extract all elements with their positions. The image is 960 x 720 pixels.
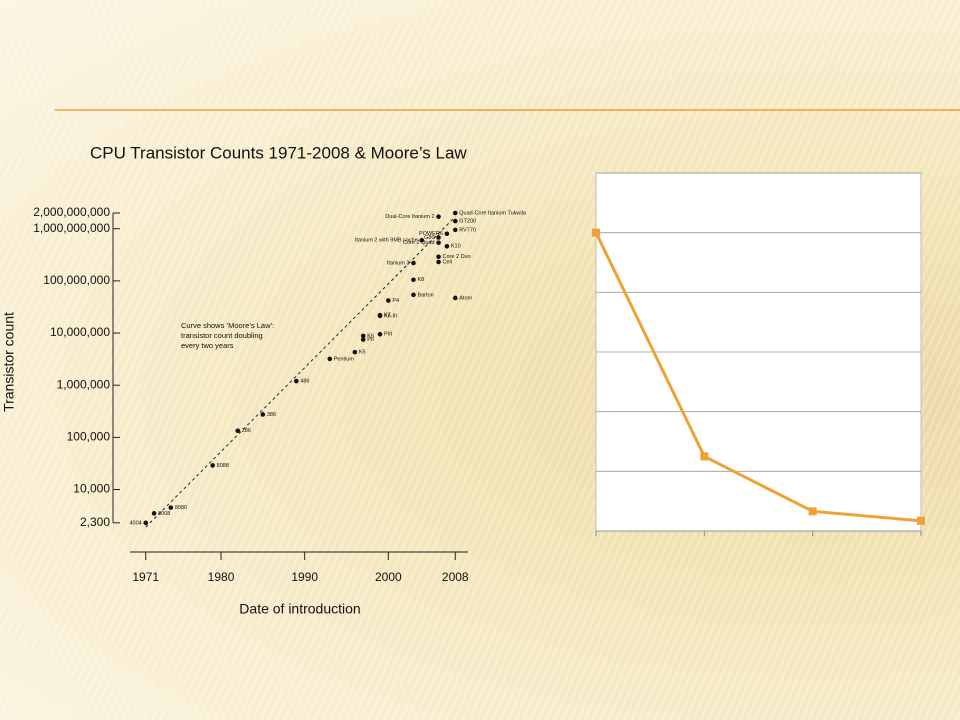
point-label: 8088: [217, 463, 229, 469]
point-label: Core 2 Duo: [443, 254, 471, 260]
point-label: Quad-Core Itanium Tukwila: [459, 210, 527, 216]
annotation: every two years: [181, 341, 234, 350]
line-marker: [592, 228, 600, 237]
y-axis-label: Transistor count: [1, 312, 17, 412]
data-point: [411, 277, 416, 283]
data-point: [411, 292, 416, 298]
data-point: [436, 235, 441, 240]
data-point: [444, 231, 450, 237]
x-tick-label: 2000: [375, 570, 402, 584]
line-marker: [808, 507, 817, 516]
data-point: [452, 218, 458, 224]
data-point: [436, 240, 441, 245]
line-marker: [700, 452, 709, 461]
point-label: 386: [267, 412, 276, 418]
y-tick-label: 2,000,000,000: [33, 205, 110, 219]
data-point: [151, 511, 157, 516]
point-label: 4004: [129, 520, 141, 526]
data-point: [444, 243, 450, 249]
point-label: POWER6: [419, 231, 443, 237]
point-label: Barton: [417, 292, 433, 298]
data-point: [377, 312, 383, 318]
data-point: [377, 331, 383, 337]
data-point: [411, 260, 416, 266]
y-tick-label: 100,000: [67, 430, 111, 444]
x-tick-label: 1971: [132, 570, 159, 584]
point-label: Core 2 Quad: [403, 240, 435, 246]
y-tick-label: 10,000,000: [50, 325, 110, 339]
chart-title: CPU Transistor Counts 1971-2008 & Moore’…: [90, 143, 467, 162]
point-label: Itanium 2 with 9MB cache: [355, 238, 418, 244]
point-label: PII: [367, 337, 374, 343]
point-label: K6-III: [384, 313, 398, 319]
data-point: [294, 378, 299, 384]
point-label: G80: [424, 235, 434, 241]
data-point: [327, 356, 333, 362]
point-label: K6: [367, 333, 374, 339]
point-label: 486: [300, 379, 309, 385]
x-axis-label: Date of introduction: [239, 601, 360, 617]
point-label: GT200: [459, 219, 476, 225]
data-point: [419, 237, 425, 243]
series-line: [594, 232, 922, 523]
y-tick-label: 10,000: [73, 482, 110, 496]
data-point: [168, 505, 174, 510]
data-point: [452, 295, 458, 301]
trend-line: [145, 216, 456, 528]
point-label: 286: [242, 428, 251, 434]
data-point: [452, 210, 458, 216]
point-label: RV770: [459, 227, 476, 233]
point-label: Itanium 2: [387, 260, 410, 266]
point-label: K10: [451, 244, 461, 250]
point-label: Dual-Core Itanium 2: [385, 214, 434, 220]
y-tick-label: 100,000,000: [43, 273, 110, 287]
point-label: P4: [392, 298, 399, 304]
x-tick-label: 2008: [442, 570, 469, 584]
point-label: K7: [384, 313, 391, 319]
data-point: [436, 214, 441, 219]
y-tick-label: 1,000,000,000: [33, 221, 110, 235]
y-tick-label: 1,000,000: [57, 377, 111, 391]
point-label: K8: [417, 277, 424, 283]
y-tick-label: 2,300: [80, 515, 110, 529]
data-point: [436, 259, 441, 265]
data-point: [235, 428, 241, 434]
data-point: [260, 412, 266, 417]
data-point: [352, 349, 358, 355]
point-label: 8008: [158, 511, 170, 517]
data-point: [386, 298, 391, 303]
data-point: [436, 254, 441, 260]
data-point: [360, 337, 366, 342]
point-label: Cell: [443, 259, 452, 265]
point-label: K5: [359, 350, 366, 356]
annotation: transistor count doubling: [181, 331, 263, 340]
annotation: Curve shows ‘Moore’s Law’:: [181, 321, 274, 330]
data-point: [360, 333, 366, 339]
x-tick-label: 1990: [291, 570, 318, 584]
data-point: [210, 463, 215, 468]
point-label: Pentium: [334, 356, 355, 362]
point-label: Atom: [459, 295, 472, 301]
point-label: 8080: [175, 505, 187, 511]
data-point: [452, 227, 458, 233]
point-label: PIII: [384, 332, 393, 338]
x-tick-label: 1980: [208, 570, 235, 584]
data-point: [143, 520, 149, 526]
line-marker: [917, 516, 925, 525]
